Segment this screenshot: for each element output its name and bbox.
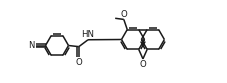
Text: N: N: [28, 41, 34, 50]
Text: O: O: [75, 58, 82, 67]
Text: O: O: [139, 60, 146, 69]
Text: HN: HN: [81, 30, 94, 39]
Text: O: O: [120, 10, 127, 19]
